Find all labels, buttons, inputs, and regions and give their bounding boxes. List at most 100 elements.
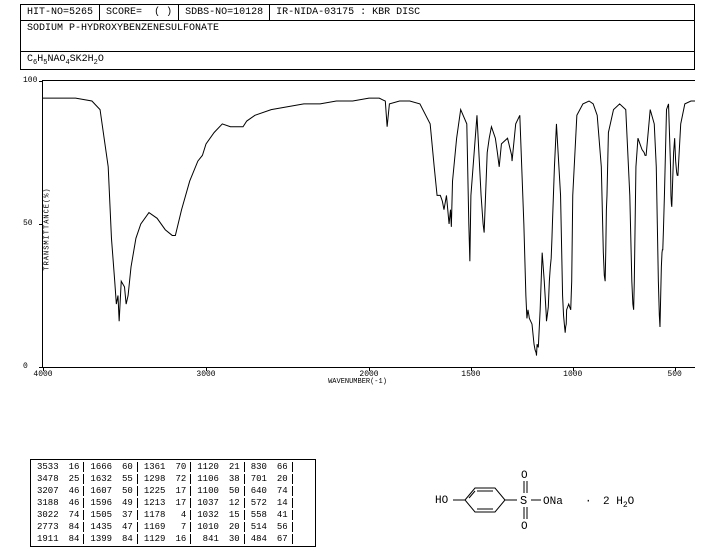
peak-intensity: 46 bbox=[65, 498, 85, 508]
peak-intensity: 20 bbox=[225, 522, 245, 532]
peak-intensity: 47 bbox=[118, 522, 138, 532]
y-tick-label: 0 bbox=[23, 362, 28, 371]
x-axis-label: WAVENUMBER(-1) bbox=[328, 378, 387, 386]
peak-intensity bbox=[305, 486, 313, 496]
peak-wavenumber: 1361 bbox=[140, 462, 170, 472]
peak-wavenumber: 3207 bbox=[33, 486, 63, 496]
peak-wavenumber: 1399 bbox=[86, 534, 116, 544]
hit-no-value: 5265 bbox=[69, 7, 93, 18]
compound-name-text: SODIUM P-HYDROXYBENZENESULFONATE bbox=[27, 23, 219, 34]
method-cell: IR-NIDA-03175 : KBR DISC bbox=[270, 5, 694, 20]
peak-intensity: 67 bbox=[273, 534, 293, 544]
svg-text:O: O bbox=[521, 521, 528, 533]
method-value: IR-NIDA-03175 : KBR DISC bbox=[276, 7, 420, 18]
peak-intensity: 50 bbox=[225, 486, 245, 496]
peak-wavenumber bbox=[295, 510, 303, 520]
peak-wavenumber bbox=[295, 522, 303, 532]
peak-intensity: 84 bbox=[118, 534, 138, 544]
peak-wavenumber: 1037 bbox=[193, 498, 223, 508]
peak-intensity: 38 bbox=[225, 474, 245, 484]
sdbs-value: 10128 bbox=[233, 7, 263, 18]
compound-name: SODIUM P-HYDROXYBENZENESULFONATE bbox=[20, 21, 695, 52]
peak-table: 3533161666601361701120218306634782516325… bbox=[30, 459, 316, 547]
x-tick-label: 500 bbox=[667, 370, 681, 379]
peak-wavenumber: 1032 bbox=[193, 510, 223, 520]
peak-wavenumber: 1106 bbox=[193, 474, 223, 484]
peak-wavenumber: 841 bbox=[193, 534, 223, 544]
peak-intensity: 84 bbox=[65, 534, 85, 544]
structure-ona-label: ONa bbox=[543, 496, 563, 508]
peak-intensity: 49 bbox=[118, 498, 138, 508]
peak-intensity: 74 bbox=[273, 486, 293, 496]
structure-svg: HO S O O ONa · 2 H2O bbox=[435, 463, 665, 533]
peak-wavenumber: 3188 bbox=[33, 498, 63, 508]
hit-no-label: HIT-NO= bbox=[27, 7, 69, 18]
peak-wavenumber: 1010 bbox=[193, 522, 223, 532]
peak-intensity: 41 bbox=[273, 510, 293, 520]
sdbs-cell: SDBS-NO=10128 bbox=[179, 5, 270, 20]
structure-hydrate: 2 H2O bbox=[603, 496, 635, 510]
peak-wavenumber: 1435 bbox=[86, 522, 116, 532]
peak-intensity: 60 bbox=[118, 462, 138, 472]
peak-wavenumber: 701 bbox=[247, 474, 271, 484]
peak-wavenumber: 1298 bbox=[140, 474, 170, 484]
score-label: SCORE= bbox=[106, 7, 142, 18]
molecular-formula: C6H5NAO4SK2H2O bbox=[20, 52, 695, 70]
peak-intensity: 46 bbox=[65, 486, 85, 496]
peak-wavenumber: 1129 bbox=[140, 534, 170, 544]
peak-wavenumber: 3478 bbox=[33, 474, 63, 484]
peak-intensity: 16 bbox=[171, 534, 191, 544]
peak-wavenumber: 1596 bbox=[86, 498, 116, 508]
peak-intensity: 14 bbox=[273, 498, 293, 508]
peak-wavenumber: 830 bbox=[247, 462, 271, 472]
peak-wavenumber: 1911 bbox=[33, 534, 63, 544]
peak-intensity: 17 bbox=[171, 486, 191, 496]
score-cell: SCORE= ( ) bbox=[100, 5, 179, 20]
peak-wavenumber: 2773 bbox=[33, 522, 63, 532]
peak-wavenumber: 1213 bbox=[140, 498, 170, 508]
peak-intensity: 7 bbox=[171, 522, 191, 532]
spectrum-chart: TRANSMITTANCE(%) 05010040003000200015001… bbox=[20, 74, 695, 384]
peak-wavenumber: 1666 bbox=[86, 462, 116, 472]
header-bar: HIT-NO=5265 SCORE= ( ) SDBS-NO=10128 IR-… bbox=[20, 4, 695, 21]
peak-wavenumber bbox=[295, 474, 303, 484]
y-tick-label: 50 bbox=[23, 219, 33, 228]
peak-intensity: 55 bbox=[118, 474, 138, 484]
svg-text:O: O bbox=[521, 470, 528, 482]
peak-intensity bbox=[305, 474, 313, 484]
peak-wavenumber bbox=[295, 486, 303, 496]
structure-ho-label: HO bbox=[435, 495, 449, 507]
peak-wavenumber: 1632 bbox=[86, 474, 116, 484]
peak-intensity: 15 bbox=[225, 510, 245, 520]
peak-intensity: 66 bbox=[273, 462, 293, 472]
peak-intensity bbox=[305, 522, 313, 532]
peak-wavenumber: 3533 bbox=[33, 462, 63, 472]
peak-wavenumber bbox=[295, 462, 303, 472]
peak-wavenumber: 1178 bbox=[140, 510, 170, 520]
plot-area: 05010040003000200015001000500 bbox=[42, 80, 695, 368]
structure-dot: · bbox=[585, 496, 592, 508]
peak-wavenumber: 558 bbox=[247, 510, 271, 520]
peak-intensity: 72 bbox=[171, 474, 191, 484]
peak-wavenumber: 1505 bbox=[86, 510, 116, 520]
x-tick-label: 1500 bbox=[461, 370, 480, 379]
peak-intensity: 84 bbox=[65, 522, 85, 532]
score-value: ( ) bbox=[154, 7, 172, 18]
peak-wavenumber: 484 bbox=[247, 534, 271, 544]
peak-wavenumber: 514 bbox=[247, 522, 271, 532]
peak-intensity bbox=[305, 498, 313, 508]
peak-intensity bbox=[305, 534, 313, 544]
peak-intensity: 21 bbox=[225, 462, 245, 472]
peak-intensity: 37 bbox=[118, 510, 138, 520]
x-tick-label: 3000 bbox=[196, 370, 215, 379]
peak-intensity: 70 bbox=[171, 462, 191, 472]
peak-intensity: 74 bbox=[65, 510, 85, 520]
peak-intensity bbox=[305, 462, 313, 472]
peak-intensity: 4 bbox=[171, 510, 191, 520]
peak-wavenumber: 1100 bbox=[193, 486, 223, 496]
sdbs-label: SDBS-NO= bbox=[185, 7, 233, 18]
peak-intensity: 30 bbox=[225, 534, 245, 544]
peak-wavenumber: 1120 bbox=[193, 462, 223, 472]
peak-intensity: 50 bbox=[118, 486, 138, 496]
peak-wavenumber bbox=[295, 534, 303, 544]
